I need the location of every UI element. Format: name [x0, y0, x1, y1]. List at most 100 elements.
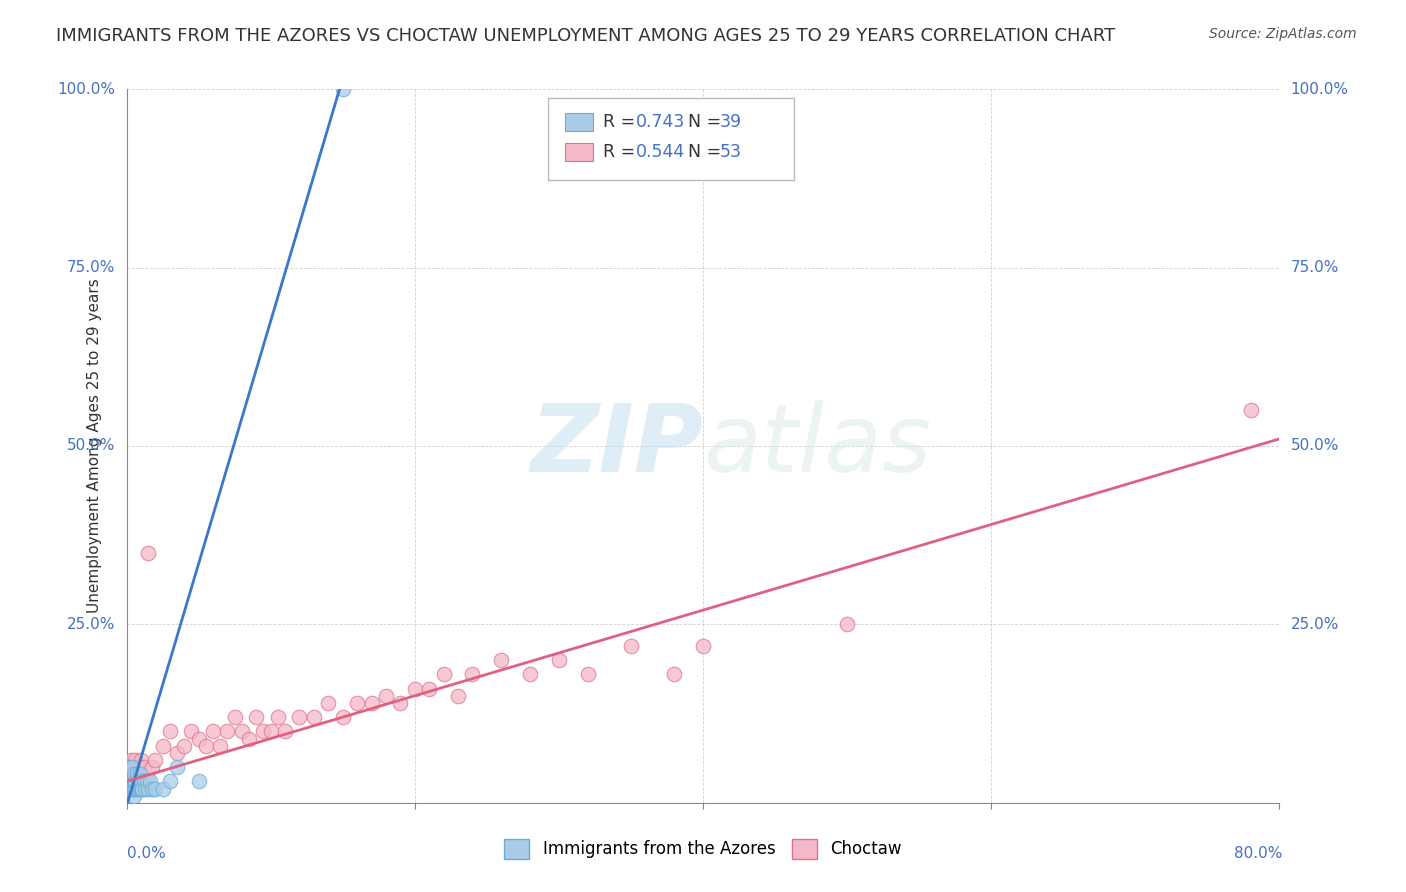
Point	[274, 724, 297, 739]
Point	[117, 781, 139, 796]
Point	[127, 774, 149, 789]
Point	[122, 789, 145, 803]
Point	[136, 781, 159, 796]
Text: 0.743: 0.743	[636, 113, 685, 131]
Text: N =: N =	[688, 113, 727, 131]
Point	[166, 760, 188, 774]
Point	[120, 753, 142, 767]
Point	[202, 724, 225, 739]
Text: 100.0%: 100.0%	[58, 82, 115, 96]
Point	[447, 689, 470, 703]
Point	[404, 681, 426, 696]
Point	[267, 710, 290, 724]
Point	[302, 710, 325, 724]
Point	[433, 667, 456, 681]
Point	[835, 617, 858, 632]
Point	[152, 739, 174, 753]
Text: 50.0%: 50.0%	[67, 439, 115, 453]
Point	[145, 781, 166, 796]
Point	[141, 781, 163, 796]
Point	[135, 774, 157, 789]
Point	[145, 753, 166, 767]
Point	[346, 696, 368, 710]
Point	[120, 767, 142, 781]
Point	[118, 760, 141, 774]
Point	[121, 774, 143, 789]
Point	[187, 774, 209, 789]
Point	[519, 667, 541, 681]
Point	[332, 82, 354, 96]
Point	[128, 781, 150, 796]
Point	[127, 760, 149, 774]
Point	[124, 781, 146, 796]
Point	[209, 739, 232, 753]
Point	[141, 760, 163, 774]
Point	[374, 689, 398, 703]
Point	[134, 781, 156, 796]
Point	[125, 767, 148, 781]
Point	[217, 724, 239, 739]
Point	[120, 774, 142, 789]
Point	[152, 781, 174, 796]
Text: R =: R =	[603, 143, 641, 161]
Point	[120, 781, 142, 796]
Text: 39: 39	[720, 113, 742, 131]
Legend: Immigrants from the Azores, Choctaw: Immigrants from the Azores, Choctaw	[498, 832, 908, 866]
Point	[138, 774, 160, 789]
Y-axis label: Unemployment Among Ages 25 to 29 years: Unemployment Among Ages 25 to 29 years	[87, 278, 103, 614]
Point	[118, 781, 141, 796]
Point	[259, 724, 281, 739]
Point	[288, 710, 311, 724]
Point	[132, 760, 155, 774]
Point	[159, 774, 181, 789]
Point	[576, 667, 599, 681]
Point	[461, 667, 484, 681]
Point	[122, 767, 145, 781]
Point	[664, 667, 686, 681]
Point	[117, 760, 139, 774]
Point	[252, 724, 274, 739]
Text: R =: R =	[603, 113, 641, 131]
Point	[332, 710, 354, 724]
Text: 100.0%: 100.0%	[1291, 82, 1348, 96]
Point	[118, 767, 141, 781]
Point	[1240, 403, 1263, 417]
Point	[491, 653, 513, 667]
Text: Source: ZipAtlas.com: Source: ZipAtlas.com	[1209, 27, 1357, 41]
Point	[125, 781, 148, 796]
Text: 25.0%: 25.0%	[67, 617, 115, 632]
Point	[136, 546, 159, 560]
Point	[224, 710, 246, 724]
Point	[122, 781, 145, 796]
Point	[173, 739, 195, 753]
Point	[127, 781, 149, 796]
Text: 75.0%: 75.0%	[67, 260, 115, 275]
Point	[129, 753, 152, 767]
Text: 0.544: 0.544	[636, 143, 685, 161]
Text: 0.0%: 0.0%	[127, 847, 166, 861]
Point	[231, 724, 253, 739]
Point	[129, 781, 152, 796]
Point	[121, 781, 143, 796]
Point	[131, 781, 153, 796]
Point	[194, 739, 217, 753]
Point	[166, 746, 188, 760]
Point	[187, 731, 209, 746]
Text: 80.0%: 80.0%	[1234, 847, 1282, 861]
Point	[620, 639, 643, 653]
Point	[124, 753, 146, 767]
Text: atlas: atlas	[703, 401, 931, 491]
Point	[238, 731, 260, 746]
Point	[125, 767, 148, 781]
Text: 25.0%: 25.0%	[1291, 617, 1339, 632]
Point	[124, 774, 146, 789]
Point	[129, 774, 152, 789]
Point	[117, 774, 139, 789]
Point	[318, 696, 340, 710]
Point	[548, 653, 571, 667]
Point	[389, 696, 412, 710]
Text: N =: N =	[688, 143, 727, 161]
Point	[117, 767, 139, 781]
Point	[180, 724, 202, 739]
Point	[121, 760, 143, 774]
